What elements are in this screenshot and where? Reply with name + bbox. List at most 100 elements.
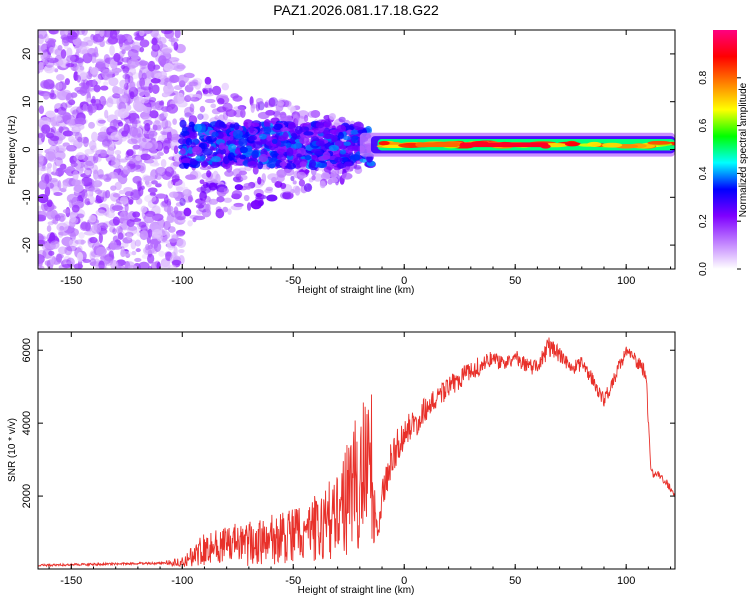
spectral-blob [48,30,59,35]
spectral-blob [50,240,60,250]
spectral-blob [40,166,46,172]
spectral-blob [124,261,135,269]
spectral-blob [208,198,219,205]
spectral-blob [98,260,105,269]
spectral-blob [54,157,63,167]
spectral-blob [154,173,162,180]
spectral-blob [341,172,353,180]
spectral-blob [275,159,283,169]
spectral-blob [84,169,91,176]
spectral-blob [43,33,49,42]
spectral-blob [87,227,92,232]
spectral-blob [144,123,151,132]
spectral-blob [137,133,142,138]
spectral-blob [168,191,179,198]
spectral-blob [79,86,88,96]
spectral-blob [202,197,207,206]
spectral-blob [283,167,295,176]
spectral-blob [67,32,79,40]
spectral-blob [129,126,139,137]
spectral-blob [126,219,135,228]
spectral-blob [64,245,73,256]
x-tick-label: 0 [401,575,407,587]
spectral-blob [349,166,354,172]
spectral-blob [239,146,248,154]
spectral-blob [187,220,193,227]
spectral-blob [168,76,177,84]
spectral-blob [233,122,240,130]
spectral-blob [204,76,212,85]
spectral-blob [83,36,95,43]
spectral-blob [40,201,49,212]
snr-x-label: Height of straight line (km) [298,585,415,596]
spectral-blob [176,238,187,249]
spectral-blob [179,148,186,155]
spectral-blob [66,193,78,204]
spectral-blob [176,100,188,108]
spectral-blob [127,58,140,68]
spectral-blob [90,98,96,104]
spectral-blob [350,129,359,135]
spectral-blob [70,110,76,115]
spectrogram-x-axis: -150 -100 -50 0 50 100 [48,30,672,287]
spectral-blob [54,30,60,35]
spectral-blob [68,99,76,106]
spectral-blob [73,45,83,50]
spectral-blob [60,102,68,111]
spectral-blob [178,137,187,145]
spectral-blob [110,158,121,169]
spectral-blob [187,146,194,155]
spectral-blob [124,191,134,197]
spectral-blob [92,180,103,188]
spectral-blob [257,176,262,185]
spectral-blob [143,175,154,182]
spectral-blob [354,166,363,174]
spectral-blob [156,151,165,157]
spectral-blob [166,198,172,208]
spectral-blob [99,203,109,209]
spectral-blob [38,148,43,155]
spectral-blob [210,103,217,109]
spectral-blob [65,101,73,108]
spectral-blob [110,131,122,141]
spectral-blob [189,214,200,220]
spectral-blob [173,62,185,72]
spectral-blob [303,131,314,136]
spectral-blob [204,87,213,94]
spectral-blob [261,173,267,183]
spectral-blob [205,203,211,214]
spectral-blob [107,211,115,219]
spectral-blob [185,93,197,101]
spectral-blob [71,204,80,213]
spectral-blob [43,211,56,216]
spectral-blob [130,55,140,60]
x-tick-label: -150 [60,575,82,587]
spectral-blob [179,119,187,128]
spectral-blob [58,231,69,236]
spectral-blob [122,165,131,175]
spectral-blob [266,135,272,141]
spectral-blob [76,251,84,262]
spectral-blob [49,255,55,265]
snr-panel: -150 -100 -50 0 50 100 2000 4000 6000 Height of… [7,331,676,596]
spectral-blob [286,147,294,157]
spectral-blob [167,57,180,62]
spectral-blob [148,82,153,94]
spectral-blob [102,191,108,199]
spectral-blob [119,34,124,45]
spectral-blob [247,160,258,168]
snr-y-label: SNR (10 * v/v) [7,418,18,482]
spectrogram-y-axis: -20 -10 0 10 20 [21,48,675,253]
spectral-blob [163,112,169,118]
spectral-blob [342,136,351,141]
spectral-blob [41,124,51,134]
spectral-blob [128,110,137,118]
spectral-blob [38,239,47,245]
spectral-blob [56,213,67,222]
spectral-blob [112,93,121,99]
y-tick-label: 10 [21,96,33,108]
spectral-blob [38,258,43,267]
spectral-blob [139,59,147,70]
spectral-blob [44,186,51,197]
spectral-blob [81,190,88,199]
